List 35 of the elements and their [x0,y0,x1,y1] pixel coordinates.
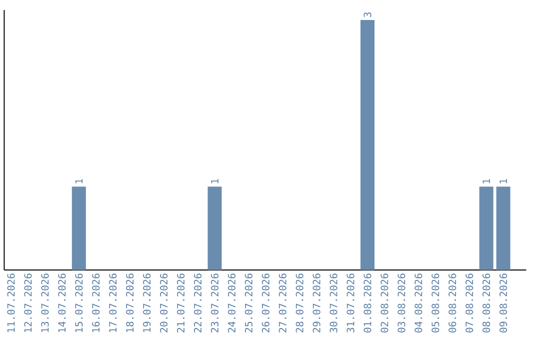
x-tick-label: 19.07.2026 [143,274,151,332]
x-tick-label: 07.08.2026 [466,274,474,332]
data-label: 1 [500,179,507,184]
x-tick-label: 03.08.2026 [398,274,406,332]
x-tick-label: 13.07.2026 [41,274,49,332]
x-tick-label: 31.07.2026 [346,274,354,332]
data-label: 1 [211,179,218,184]
x-tick-label: 24.07.2026 [228,274,236,332]
x-tick-label: 28.07.2026 [296,274,304,332]
x-tick-label: 16.07.2026 [92,274,100,332]
x-tick-label: 06.08.2026 [448,274,456,332]
x-tick-label: 04.08.2026 [414,274,422,332]
x-tick-label: 25.07.2026 [244,274,252,332]
x-tick-label: 27.07.2026 [278,274,286,332]
x-tick-label: 14.07.2026 [58,274,66,332]
data-label: 3 [364,12,372,18]
x-tick-label: 23.07.2026 [210,274,218,332]
x-tick-label: 30.07.2026 [330,274,338,332]
x-tick-label: 21.07.2026 [176,274,185,332]
x-tick-label: 02.08.2026 [380,274,388,332]
x-tick-label: 05.08.2026 [432,274,440,332]
x-tick-label: 26.07.2026 [262,274,270,332]
data-label: 1 [75,179,83,184]
data-label: 1 [482,179,490,184]
x-tick-label: 29.07.2026 [312,274,320,332]
x-tick-label: 22.07.2026 [194,274,202,332]
x-tick-label: 17.07.2026 [109,274,117,332]
x-tick-label: 18.07.2026 [126,274,134,332]
x-tick-label: 01.08.2026 [364,274,372,332]
x-tick-label: 15.07.2026 [75,274,83,332]
x-tick-label: 11.07.2026 [7,274,15,332]
x-tick-label: 12.07.2026 [24,274,32,332]
x-tick-label: 08.08.2026 [482,274,490,332]
x-tick-label: 20.07.2026 [160,274,168,332]
x-tick-label: 09.08.2026 [500,274,508,332]
